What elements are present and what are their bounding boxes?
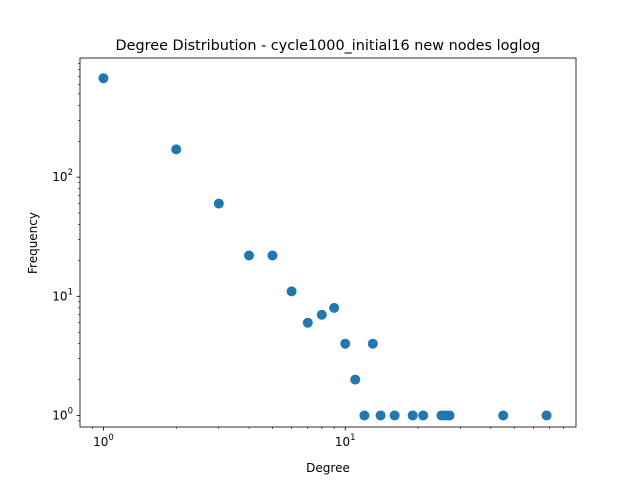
y-tick-label: 102 (52, 168, 73, 184)
data-point-8 (329, 302, 340, 313)
chart-title: Degree Distribution - cycle1000_initial1… (116, 38, 541, 54)
data-point-7 (316, 309, 327, 320)
data-point-16 (418, 410, 429, 421)
plot-frame (79, 57, 577, 428)
y-axis-label: Frequency (26, 212, 40, 274)
data-point-1 (171, 144, 182, 155)
y-tick-label: 100 (52, 406, 73, 422)
data-point-6 (302, 317, 313, 328)
y-tick-label: 101 (52, 287, 73, 303)
data-point-10 (350, 374, 361, 385)
data-point-14 (389, 410, 400, 421)
data-point-21 (541, 410, 552, 421)
data-point-9 (340, 338, 351, 349)
data-point-12 (367, 338, 378, 349)
data-point-19 (444, 410, 455, 421)
data-point-4 (267, 250, 278, 261)
x-tick-label: 101 (335, 433, 356, 449)
points-layer (98, 73, 552, 421)
data-point-15 (407, 410, 418, 421)
data-point-3 (244, 250, 255, 261)
data-point-11 (359, 410, 370, 421)
data-point-20 (498, 410, 509, 421)
x-axis-label: Degree (306, 461, 350, 475)
data-point-5 (286, 286, 297, 297)
data-point-0 (98, 73, 109, 84)
data-point-2 (213, 198, 224, 209)
data-point-13 (375, 410, 386, 421)
x-tick-label: 100 (93, 433, 114, 449)
ticks-layer: 100 101 100 101 102 (52, 63, 564, 449)
